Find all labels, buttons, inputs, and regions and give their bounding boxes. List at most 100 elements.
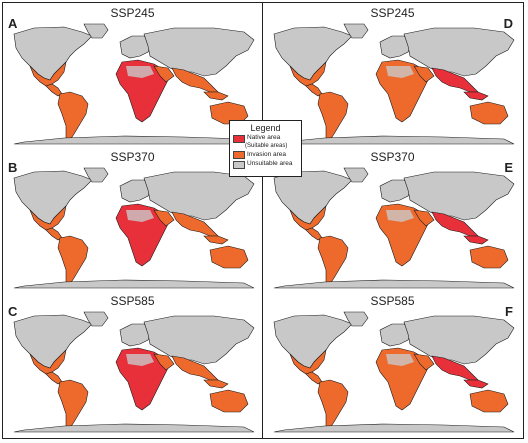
legend-label: Unsuitable area <box>247 160 293 167</box>
landmass-asia <box>143 315 255 365</box>
panel-title: SSP585 <box>110 294 155 308</box>
landmass-northAmerica <box>13 314 93 369</box>
landmass-southAmerica <box>317 379 349 429</box>
world-map <box>273 167 515 289</box>
world-map <box>13 23 255 145</box>
landmass-europe <box>379 323 413 347</box>
landmass-sahara <box>126 354 154 366</box>
landmass-europe <box>119 179 153 203</box>
panel-letter: E <box>504 160 513 175</box>
legend-swatch-unsuitable <box>233 160 245 169</box>
map-panel-d: D SSP245 <box>264 4 521 148</box>
landmass-indonesia <box>463 235 489 245</box>
landmass-antarctica <box>273 423 515 433</box>
landmass-asia <box>403 171 515 221</box>
landmass-antarctica <box>13 423 255 433</box>
panel-title: SSP245 <box>110 6 155 20</box>
landmass-antarctica <box>273 279 515 289</box>
landmass-antarctica <box>273 135 515 145</box>
landmass-indonesia <box>203 91 229 101</box>
landmass-centralAmerica <box>305 83 323 97</box>
legend-note: (Suitable areas) <box>245 142 288 149</box>
landmass-naSouth <box>289 205 327 231</box>
landmass-southAmerica <box>57 379 89 429</box>
landmass-southAmerica <box>317 91 349 141</box>
landmass-southAmerica <box>57 235 89 285</box>
landmass-arabia <box>413 209 435 227</box>
landmass-southAmerica <box>57 91 89 141</box>
legend-swatch-native <box>233 134 245 143</box>
landmass-naSouth <box>29 349 67 375</box>
landmass-northAmerica <box>273 26 353 81</box>
landmass-northAmerica <box>273 170 353 225</box>
panel-letter: B <box>8 160 18 175</box>
landmass-sahara <box>386 354 414 366</box>
world-map <box>273 23 515 145</box>
figure-frame <box>2 2 524 439</box>
landmass-indonesia <box>203 379 229 389</box>
landmass-arabia <box>413 65 435 83</box>
landmass-centralAmerica <box>305 371 323 385</box>
landmass-europe <box>119 323 153 347</box>
legend-label: Native area <box>247 134 281 141</box>
panel-title: SSP585 <box>370 294 415 308</box>
landmass-northAmerica <box>273 314 353 369</box>
landmass-europe <box>119 35 153 59</box>
landmass-australia <box>469 101 509 125</box>
landmass-greenland <box>83 167 109 183</box>
landmass-centralAmerica <box>45 371 63 385</box>
panel-title: SSP370 <box>110 150 155 164</box>
map-panel-c: C SSP585 <box>4 292 261 436</box>
landmass-northAmerica <box>13 26 93 81</box>
world-map <box>273 311 515 433</box>
landmass-arabia <box>413 353 435 371</box>
map-panel-a: A SSP245 <box>4 4 261 148</box>
landmass-indonesia <box>463 379 489 389</box>
landmass-southAmerica <box>317 235 349 285</box>
legend-item-native: Native area <box>233 134 298 143</box>
legend-item-unsuitable: Unsuitable area <box>233 160 298 169</box>
legend-title: Legend <box>250 123 281 133</box>
landmass-asia <box>143 27 255 77</box>
landmass-arabia <box>153 353 175 371</box>
landmass-greenland <box>343 23 369 39</box>
panel-title: SSP370 <box>370 150 415 164</box>
landmass-naSouth <box>29 61 67 87</box>
landmass-greenland <box>83 23 109 39</box>
map-panel-e: E SSP370 <box>264 148 521 292</box>
landmass-naSouth <box>29 205 67 231</box>
landmass-australia <box>209 389 249 413</box>
landmass-indonesia <box>203 235 229 245</box>
landmass-australia <box>209 245 249 269</box>
landmass-naSouth <box>289 61 327 87</box>
landmass-antarctica <box>13 279 255 289</box>
map-legend: Legend Native area (Suitable areas) Inva… <box>229 120 302 177</box>
landmass-centralAmerica <box>45 227 63 241</box>
landmass-greenland <box>343 311 369 327</box>
legend-item-invasion: Invasion area <box>233 150 298 159</box>
map-panel-f: F SSP585 <box>264 292 521 436</box>
landmass-naSouth <box>289 349 327 375</box>
world-map <box>13 167 255 289</box>
landmass-greenland <box>83 311 109 327</box>
landmass-australia <box>469 389 509 413</box>
landmass-centralAmerica <box>45 83 63 97</box>
world-map <box>13 311 255 433</box>
landmass-europe <box>379 35 413 59</box>
legend-swatch-invasion <box>233 151 245 159</box>
landmass-northAmerica <box>13 170 93 225</box>
landmass-centralAmerica <box>305 227 323 241</box>
legend-label: Invasion area <box>247 150 287 158</box>
landmass-sahara <box>126 66 154 78</box>
panel-letter: C <box>8 304 18 319</box>
landmass-europe <box>379 179 413 203</box>
column-divider <box>262 2 263 439</box>
landmass-arabia <box>153 65 175 83</box>
landmass-sahara <box>126 210 154 222</box>
landmass-australia <box>469 245 509 269</box>
landmass-asia <box>403 27 515 77</box>
panel-letter: A <box>8 16 18 31</box>
landmass-antarctica <box>13 135 255 145</box>
map-panel-b: B SSP370 <box>4 148 261 292</box>
panel-letter: D <box>503 16 513 31</box>
